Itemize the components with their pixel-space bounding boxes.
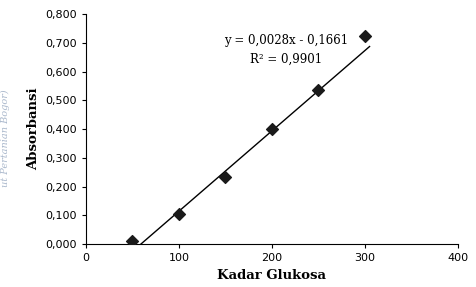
Point xyxy=(128,239,136,243)
Point xyxy=(360,34,368,38)
Point xyxy=(221,174,228,179)
X-axis label: Kadar Glukosa: Kadar Glukosa xyxy=(217,269,326,282)
Y-axis label: Absorbansi: Absorbansi xyxy=(27,88,40,170)
Point xyxy=(268,127,275,131)
Text: y = 0,0028x - 0,1661
R² = 0,9901: y = 0,0028x - 0,1661 R² = 0,9901 xyxy=(223,34,347,65)
Point xyxy=(314,88,322,93)
Text: ut Pertanian Bogor): ut Pertanian Bogor) xyxy=(1,89,10,187)
Point xyxy=(175,212,182,216)
